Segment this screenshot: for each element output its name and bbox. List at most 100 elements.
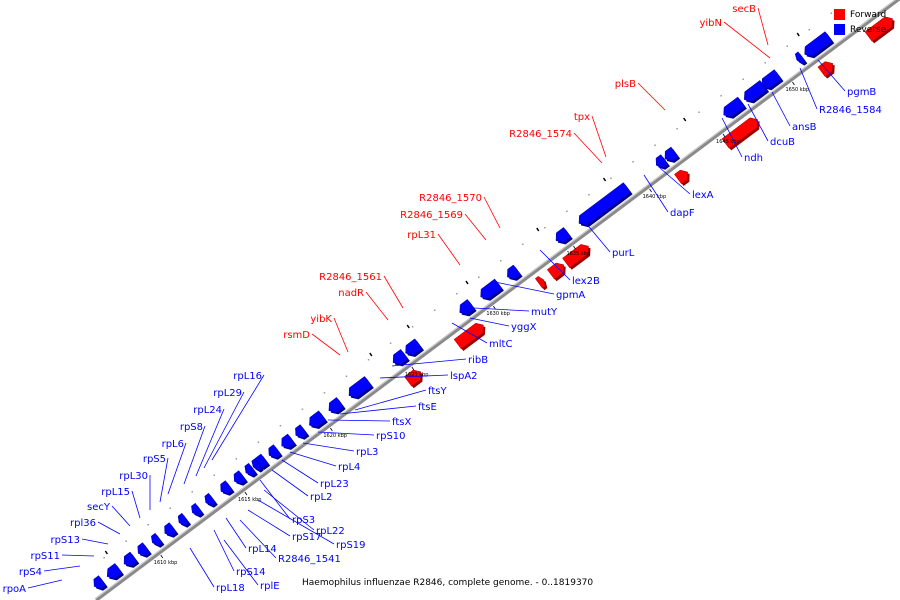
minor-dot xyxy=(455,293,458,295)
scale-tick xyxy=(792,81,795,86)
gene-label: R2846_1541 xyxy=(278,554,341,565)
gene-arrow xyxy=(151,532,163,546)
gene-arrow xyxy=(251,458,263,471)
gene-label: rpL18 xyxy=(216,583,245,594)
minor-dot xyxy=(191,491,194,493)
leader-line xyxy=(721,117,743,158)
gene-label: rpS19 xyxy=(336,540,366,551)
gene-arrow xyxy=(404,369,422,387)
leader-line xyxy=(637,82,666,111)
legend-forward: Forward xyxy=(834,7,900,22)
major-tick-mark xyxy=(602,177,607,182)
legend-reverse-label: Reverse xyxy=(850,24,887,35)
gene-label: ansB xyxy=(792,122,817,133)
gene-label: rpoA xyxy=(3,584,27,595)
gene-label: rpL23 xyxy=(320,479,349,490)
gene-label: rsmD xyxy=(283,330,310,341)
gene-label: nadR xyxy=(338,288,364,299)
gene-arrow xyxy=(546,262,564,280)
reverse-swatch xyxy=(834,24,845,35)
gene-label: R2846_1569 xyxy=(400,210,463,221)
forward-strand-features xyxy=(404,16,895,389)
gene-label: R2846_1570 xyxy=(419,193,482,204)
gene-label: rpS10 xyxy=(376,431,406,442)
leader-line xyxy=(271,469,309,497)
gene-arrow xyxy=(744,80,768,102)
gene-arrow xyxy=(459,299,475,315)
gene-label: ftsE xyxy=(418,402,437,413)
gene-label: rpL16 xyxy=(233,371,262,382)
scale-tick xyxy=(722,133,726,138)
minor-dot xyxy=(257,441,260,443)
leader-line xyxy=(183,425,206,485)
leader-line xyxy=(247,509,291,537)
leader-line xyxy=(213,529,235,572)
gene-arrow xyxy=(507,264,521,280)
reverse-strand-features xyxy=(93,31,835,591)
leader-line xyxy=(97,521,121,535)
gene-label: rpL2 xyxy=(310,492,332,503)
gene-label: purL xyxy=(612,248,635,259)
leader-line xyxy=(573,132,603,164)
leader-line xyxy=(584,221,611,253)
gene-label: rpS5 xyxy=(143,454,166,465)
gene-arrow xyxy=(244,462,257,476)
gene-arrow xyxy=(191,502,203,516)
leader-line xyxy=(365,291,389,321)
gene-label: dapF xyxy=(670,208,695,219)
minor-dot xyxy=(213,474,216,476)
gene-label: rpL4 xyxy=(338,462,360,473)
minor-dot xyxy=(720,95,722,97)
gene-label: rpS4 xyxy=(19,567,42,578)
minor-dot xyxy=(588,194,590,196)
gene-arrow xyxy=(480,278,503,300)
scale-tick xyxy=(492,305,496,310)
gene-arrow xyxy=(794,51,806,64)
gene-label: yggX xyxy=(511,322,537,333)
gene-arrow xyxy=(348,376,373,398)
leader-line xyxy=(159,457,169,503)
gene-label: rpl36 xyxy=(70,518,96,529)
major-tick-mark xyxy=(406,324,410,329)
strand-legend: Forward Reverse xyxy=(834,7,900,37)
minor-dot xyxy=(522,243,524,245)
minor-dot xyxy=(125,540,127,542)
gene-label: ribB xyxy=(468,355,488,366)
leader-line xyxy=(354,389,427,411)
gene-label: R2846_1584 xyxy=(819,105,882,116)
gene-label: rplE xyxy=(260,581,280,592)
leader-line xyxy=(799,67,818,110)
gene-arrow xyxy=(453,322,484,350)
leader-line xyxy=(263,489,315,531)
major-tick-mark xyxy=(683,117,687,122)
scale-tick-label: 1645 kbp xyxy=(716,139,740,145)
genome-backbone xyxy=(94,0,900,600)
leader-line xyxy=(591,115,607,158)
leader-line xyxy=(437,233,461,266)
minor-dot xyxy=(654,144,656,146)
leader-line xyxy=(339,405,417,415)
gene-label: secB xyxy=(732,4,756,15)
leader-line xyxy=(43,565,81,572)
minor-dot xyxy=(500,260,502,262)
gene-label: rpL22 xyxy=(316,526,345,537)
minor-dot xyxy=(742,78,744,80)
minor-dot xyxy=(323,392,326,394)
minor-dot xyxy=(103,557,105,559)
gene-arrow xyxy=(328,397,345,413)
gene-arrow xyxy=(723,96,746,118)
genome-caption: Haemophilus influenzae R2846, complete g… xyxy=(302,578,594,588)
major-tick-mark xyxy=(465,280,469,285)
minor-dot xyxy=(764,62,766,64)
minor-dot xyxy=(389,342,392,344)
scale-tick-label: 1620 kbp xyxy=(323,433,347,439)
minor-dot xyxy=(566,210,568,212)
gene-label: rpS13 xyxy=(50,535,80,546)
minor-dot xyxy=(676,128,678,130)
minor-dot xyxy=(367,359,370,361)
gene-arrow xyxy=(578,182,631,226)
leader-line xyxy=(111,505,131,527)
gene-label: tpx xyxy=(574,112,590,123)
minor-dot xyxy=(544,227,546,229)
minor-dot xyxy=(808,29,811,31)
